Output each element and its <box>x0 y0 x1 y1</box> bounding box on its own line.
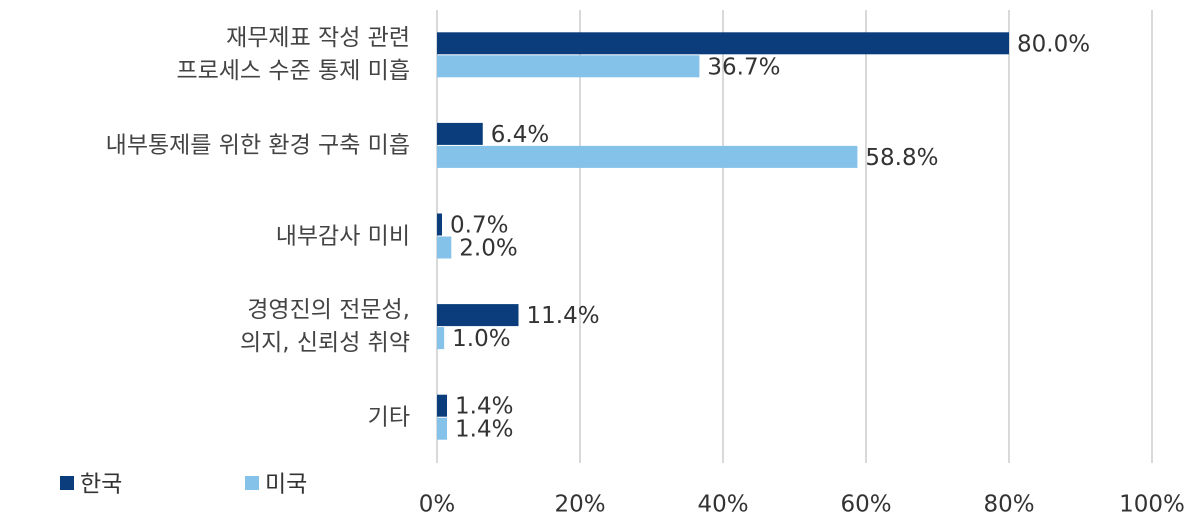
bar <box>437 394 448 417</box>
y-tick-label: 내부통제를 위한 환경 구축 미흡 <box>105 132 410 159</box>
legend-swatch <box>60 476 74 490</box>
data-label: 2.0% <box>459 236 517 262</box>
data-label: 6.4% <box>491 122 549 148</box>
x-tick-label: 100% <box>1119 492 1185 518</box>
data-label: 1.0% <box>452 326 510 352</box>
bar <box>437 236 452 259</box>
y-tick-label: 재무제표 작성 관련 프로세스 수준 통제 미흡 <box>176 25 410 85</box>
x-tick-label: 80% <box>983 492 1034 518</box>
x-tick-label: 60% <box>840 492 891 518</box>
bar <box>437 213 443 236</box>
data-label: 11.4% <box>527 303 600 329</box>
y-tick-label: 내부감사 미비 <box>275 223 410 249</box>
data-label: 80.0% <box>1017 31 1090 57</box>
x-tick-label: 20% <box>554 492 605 518</box>
bar <box>437 417 448 440</box>
data-label: 36.7% <box>707 54 780 80</box>
x-tick-label: 40% <box>697 492 748 518</box>
bar <box>437 122 483 145</box>
bar <box>437 304 519 327</box>
y-tick-label: 경영진의 전문성, 의지, 신뢰성 취약 <box>239 297 410 357</box>
y-tick-label: 기타 <box>367 404 410 431</box>
x-tick-label: 0% <box>419 492 456 518</box>
data-label: 1.4% <box>455 417 513 443</box>
bar <box>437 327 445 350</box>
bar <box>437 32 1009 55</box>
bar <box>437 55 700 78</box>
data-label: 1.4% <box>455 394 513 420</box>
legend-label: 미국 <box>265 472 307 498</box>
legend-label: 한국 <box>80 472 122 498</box>
bar <box>437 145 858 168</box>
data-label: 0.7% <box>450 213 508 239</box>
legend-swatch <box>245 476 259 490</box>
data-label: 58.8% <box>865 145 938 171</box>
